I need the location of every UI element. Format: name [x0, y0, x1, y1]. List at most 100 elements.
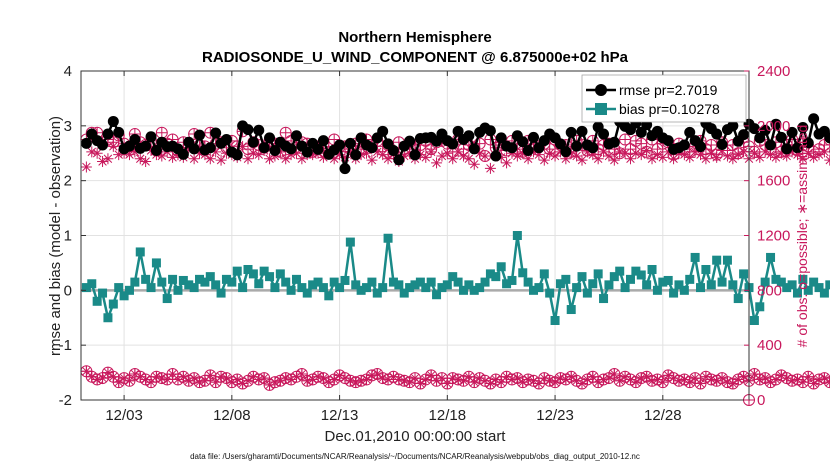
bias-point [583, 289, 592, 298]
assimilated-obs-point [81, 161, 92, 172]
bias-point [190, 283, 199, 292]
bias-point [163, 294, 172, 303]
rmse-point [248, 137, 259, 148]
bias-point [669, 289, 678, 298]
rmse-point [393, 154, 404, 165]
bias-point [561, 275, 570, 284]
bias-point [750, 316, 759, 325]
bias-point [427, 278, 436, 287]
bias-point [130, 278, 139, 287]
rmse-point [205, 142, 216, 153]
rmse-point [410, 149, 421, 160]
rmse-point [221, 134, 232, 145]
bias-point [303, 289, 312, 298]
rmse-point [366, 142, 377, 153]
rmse-point [560, 146, 571, 157]
assimilated-obs-point [641, 145, 652, 156]
bias-point [217, 289, 226, 298]
x-tick-label: 12/28 [644, 407, 682, 424]
bias-point [626, 275, 635, 284]
bias-point [497, 262, 506, 271]
y-tick-label: -2 [59, 392, 72, 409]
rmse-point [377, 126, 388, 137]
bias-point [766, 253, 775, 262]
rmse-point [485, 125, 496, 136]
bias-point [572, 283, 581, 292]
bias-point [734, 294, 743, 303]
bias-point [491, 272, 500, 281]
bias-point [637, 270, 646, 279]
rmse-point [717, 139, 728, 150]
bias-point [157, 278, 166, 287]
assimilated-obs-point [447, 153, 458, 164]
assimilated-obs-point [485, 163, 496, 174]
rmse-point [523, 145, 534, 156]
bias-point [507, 276, 516, 285]
bias-point [254, 279, 263, 288]
bias-point [615, 267, 624, 276]
bias-point [701, 265, 710, 274]
assimilated-obs-point [539, 155, 550, 166]
assimilated-obs-point [609, 368, 620, 379]
bias-point [109, 300, 118, 309]
bias-point [518, 268, 527, 277]
rmse-point [695, 141, 706, 152]
assimilated-obs-point [711, 152, 722, 163]
bias-point [691, 253, 700, 262]
assimilated-obs-point [426, 146, 437, 157]
bias-point [367, 278, 376, 287]
bias-point [664, 276, 673, 285]
bias-point [103, 313, 112, 322]
bias-point [825, 280, 830, 289]
x-tick-label: 12/18 [429, 407, 467, 424]
assimilated-obs-point [102, 153, 113, 164]
rmse-point [571, 141, 582, 152]
rmse-point [334, 140, 345, 151]
rmse-point [447, 138, 458, 149]
rmse-point [490, 150, 501, 161]
bias-point [588, 279, 597, 288]
bias-point [147, 283, 156, 292]
y-axis-label: rmse and bias (model - observation) [47, 116, 64, 356]
bias-point [233, 267, 242, 276]
bias-point [168, 275, 177, 284]
y-right-tick-label: 2000 [757, 118, 790, 135]
bias-point [292, 275, 301, 284]
bias-point [206, 272, 215, 281]
assimilated-obs-point [431, 157, 442, 168]
bias-point [567, 305, 576, 314]
assimilated-obs-point [803, 371, 814, 382]
bias-point [481, 278, 490, 287]
bias-point [265, 272, 274, 281]
bias-point [578, 272, 587, 281]
bias-point [718, 278, 727, 287]
legend-rmse-marker [595, 84, 607, 96]
rmse-point [388, 145, 399, 156]
bias-point [93, 297, 102, 306]
bias-point [513, 231, 522, 240]
rmse-point [765, 140, 776, 151]
bias-point [346, 238, 355, 247]
assimilated-obs-point [140, 156, 151, 167]
rmse-point [345, 138, 356, 149]
rmse-point [318, 135, 329, 146]
bias-point [98, 289, 107, 298]
bias-point [524, 278, 533, 287]
rmse-point [232, 149, 243, 160]
rmse-point [339, 163, 350, 174]
bias-point [319, 283, 328, 292]
rmse-point [577, 126, 588, 137]
legend-rmse-label: rmse pr=2.7019 [619, 82, 718, 98]
bias-point [173, 286, 182, 295]
rmse-point [350, 149, 361, 160]
bias-point [324, 291, 333, 300]
y-tick-label: 2 [64, 173, 72, 190]
rmse-point [264, 132, 275, 143]
bias-point [648, 265, 657, 274]
bias-point [443, 280, 452, 289]
y-tick-label: 0 [64, 282, 72, 299]
rmse-point [81, 138, 92, 149]
bias-point [378, 283, 387, 292]
assimilated-obs-point [501, 157, 512, 168]
